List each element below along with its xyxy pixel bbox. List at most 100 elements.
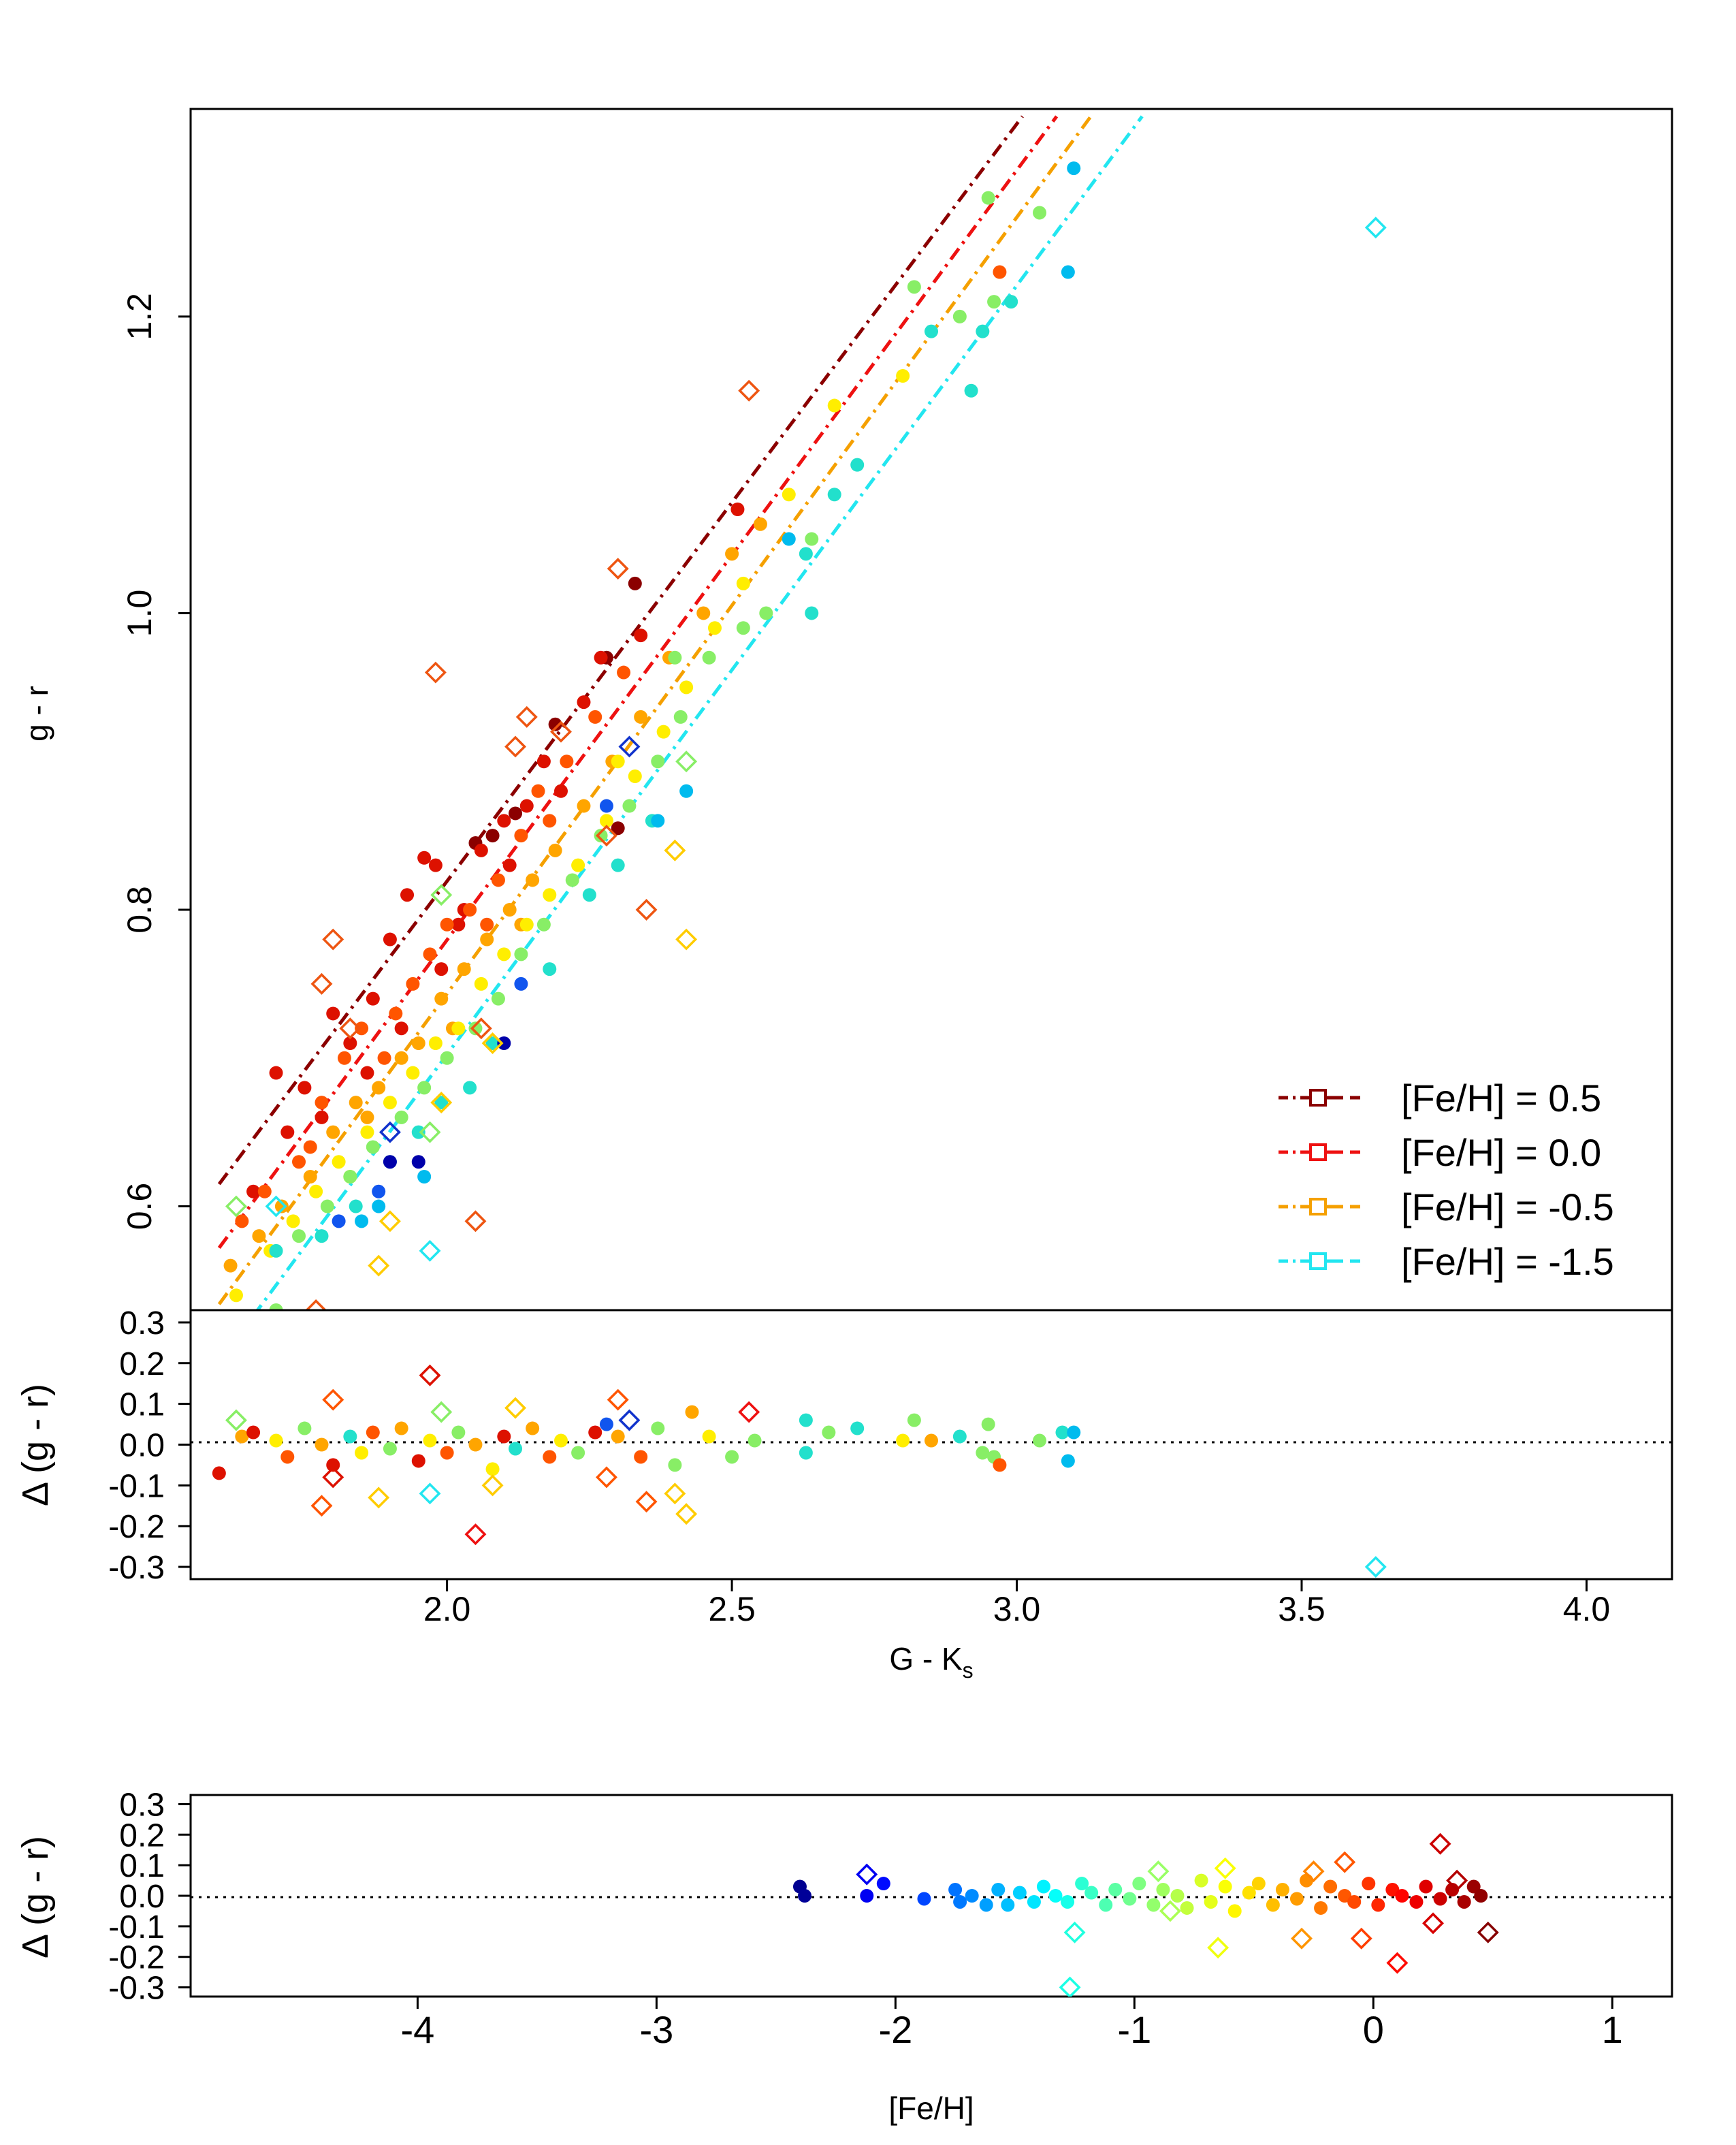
data-point-5-16 [673, 710, 688, 724]
data-point-7-7 [782, 532, 796, 546]
residual-feh-point-50 [1474, 1889, 1488, 1903]
data-point-4-4 [332, 1155, 346, 1169]
residual-color-outlier-5 [738, 1401, 760, 1423]
residual-feh-point-14 [1048, 1889, 1063, 1903]
data-point-1-22 [434, 962, 449, 976]
main-y-axis-label: g - r [19, 686, 54, 742]
residual-feh-x-ticks: -4 -3 -2 -1 0 1 [401, 1997, 1623, 2051]
data-point-2-1 [257, 1184, 272, 1198]
data-point-3-1 [252, 1229, 266, 1243]
data-point-3-15 [577, 799, 591, 813]
residual-color-point-21 [526, 1421, 540, 1435]
y-tick-label-3: 1.2 [120, 293, 159, 340]
residual-feh-point-11 [1012, 1886, 1027, 1900]
residual-feh-point-37 [1323, 1879, 1338, 1894]
residual-feh-point-30 [1242, 1886, 1256, 1900]
outlier-point-11-5 [481, 1032, 504, 1054]
data-point-1-4 [326, 1006, 340, 1021]
data-point-5-18 [736, 621, 750, 635]
residual-color-outlier-17 [322, 1466, 344, 1489]
main-panel: 0.60.81.01.2 g - r [Fe/H] = 0.5[Fe/H] = … [19, 108, 1673, 1312]
residual-feh-outlier-9 [1291, 1927, 1313, 1950]
data-point-1-17 [594, 650, 608, 665]
residual-color-point-39 [896, 1433, 910, 1448]
residual-feh-y-axis-label: Δ (g - r) [15, 1836, 56, 1958]
data-point-2-18 [389, 1006, 403, 1021]
outlier-point-12-0 [225, 1195, 247, 1218]
residual-color-point-47 [1033, 1433, 1047, 1448]
residual-feh-outlier-2 [1214, 1857, 1236, 1879]
data-point-4-14 [571, 858, 585, 872]
data-point-1-13 [497, 814, 511, 828]
res2-y-tick-label-4: -0.1 [108, 1909, 165, 1945]
legend-label-1: [Fe/H] = 0.0 [1401, 1131, 1601, 1174]
residual-color-point-44 [981, 1417, 995, 1431]
residual-feh-outlier-12 [1159, 1900, 1181, 1922]
data-point-5-6 [417, 1081, 432, 1095]
residual-feh-point-7 [965, 1889, 979, 1903]
data-point-9-1 [497, 1036, 511, 1050]
data-point-5-5 [394, 1110, 408, 1124]
data-point-4-19 [707, 621, 722, 635]
residual-color-point-37 [822, 1425, 836, 1440]
data-point-5-3 [343, 1170, 357, 1183]
res1-y-tick-label-3: 0.0 [119, 1428, 165, 1464]
data-point-7-5 [651, 814, 665, 828]
residual-feh-point-13 [1036, 1879, 1050, 1894]
residual-color-point-15 [440, 1446, 454, 1460]
residual-feh-outlier-8 [1207, 1937, 1229, 1959]
data-point-7-3 [1061, 265, 1075, 279]
data-point-3-2 [274, 1199, 289, 1213]
residual-feh-point-2 [860, 1889, 874, 1903]
residual-feh-point-34 [1289, 1892, 1304, 1906]
data-point-8-2 [599, 799, 613, 813]
residual-feh-point-36 [1314, 1901, 1328, 1915]
res2-y-tick-label-2: 0.1 [119, 1848, 165, 1884]
residual-feh-point-15 [1061, 1894, 1075, 1909]
data-point-1-14 [519, 799, 534, 813]
residual-color-panel: 0.3 0.2 0.1 0.0 -0.1 -0.2 -0.3 2.0 2.5 3.0 3.5 4.0… [15, 1305, 1673, 1683]
outlier-point-10-10 [635, 899, 658, 921]
data-point-1-10 [428, 858, 443, 872]
data-point-5-17 [702, 650, 716, 665]
outlier-point-13-0 [419, 1239, 441, 1262]
data-point-5-14 [622, 799, 637, 813]
data-point-2-7 [406, 976, 420, 991]
data-point-1-9 [417, 851, 432, 865]
data-point-3-5 [349, 1096, 363, 1110]
data-point-0-5 [548, 717, 562, 731]
residual-color-outlier-9 [675, 1503, 698, 1525]
legend-marker-3 [1309, 1252, 1327, 1270]
residual-feh-outlier-13 [1446, 1869, 1468, 1892]
data-point-4-5 [360, 1125, 374, 1139]
res1-y-tick-label-6: -0.3 [108, 1550, 165, 1586]
residual-color-point-46 [993, 1458, 1007, 1472]
data-point-1-8 [400, 888, 415, 902]
residual-color-point-10 [366, 1425, 380, 1440]
data-point-2-8 [423, 947, 437, 962]
data-point-4-11 [497, 947, 511, 962]
data-point-7-1 [372, 1199, 386, 1213]
residual-color-point-26 [599, 1417, 613, 1431]
res2-y-tick-label-3: 0.0 [119, 1879, 165, 1915]
data-point-4-18 [679, 680, 694, 695]
data-point-1-1 [246, 1184, 261, 1198]
residual-color-point-3 [269, 1433, 283, 1448]
data-point-6-8 [543, 962, 557, 976]
data-point-6-13 [850, 458, 865, 472]
residual-color-x-axis-label: G - Ks [889, 1641, 973, 1683]
residual-color-point-23 [554, 1433, 568, 1448]
residual-color-point-12 [394, 1421, 408, 1435]
residual-feh-point-32 [1266, 1898, 1280, 1912]
outlier-point-10-4 [738, 379, 760, 402]
residual-color-point-27 [611, 1429, 625, 1444]
data-point-6-0 [269, 1243, 283, 1258]
data-point-4-0 [229, 1288, 243, 1303]
residual-color-point-36 [799, 1446, 813, 1460]
data-point-6-19 [925, 324, 938, 338]
outlier-point-11-4 [430, 1092, 453, 1114]
data-point-6-15 [827, 488, 841, 502]
residual-feh-point-22 [1146, 1898, 1161, 1912]
residual-feh-point-3 [876, 1877, 890, 1891]
